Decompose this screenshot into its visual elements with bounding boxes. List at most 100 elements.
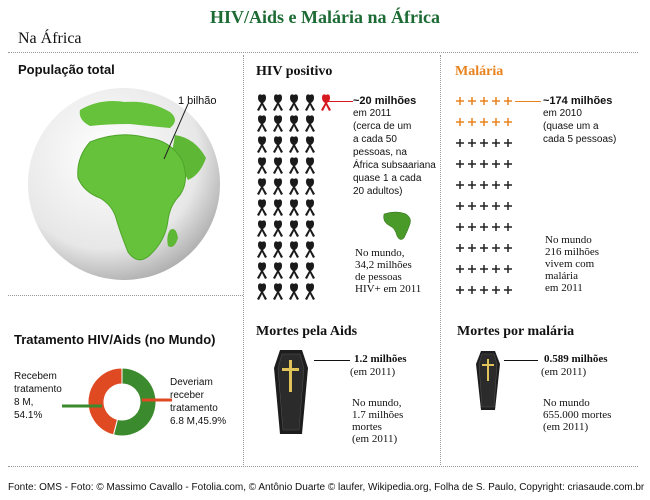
cross-icon [504, 139, 512, 147]
cross-icon [456, 202, 464, 210]
aids-deaths-line [314, 360, 350, 361]
cross-icon [504, 202, 512, 210]
header-divider [8, 52, 638, 53]
cross-icon [468, 139, 476, 147]
hiv-stat-value: ~20 milhões [353, 95, 417, 107]
ribbon-icon [273, 220, 283, 237]
ribbon-icon [257, 241, 267, 258]
africa-shape [77, 134, 186, 261]
population-heading: População total [18, 62, 115, 77]
ribbon-icon [289, 283, 299, 300]
cross-icon [504, 244, 512, 252]
ribbon-icon [257, 115, 267, 132]
ribbon-icon [289, 199, 299, 216]
cross-icon [492, 202, 500, 210]
cross-icon [504, 160, 512, 168]
ribbon-icon [273, 262, 283, 279]
cross-icon [480, 181, 488, 189]
cross-icon [468, 286, 476, 294]
cross-icon [456, 139, 464, 147]
ribbon-icon [305, 283, 315, 300]
ribbon-icon [305, 220, 315, 237]
malaria-pointer-line [515, 101, 541, 102]
cross-icon [480, 202, 488, 210]
ribbon-icon [289, 220, 299, 237]
ribbon-icon [273, 283, 283, 300]
ribbon-icon [289, 115, 299, 132]
cross-icon [480, 265, 488, 273]
malaria-world-text: No mundo 216 milhões vivem com malária e… [545, 234, 600, 294]
ribbon-icon [273, 115, 283, 132]
ribbon-icon [289, 136, 299, 153]
ribbon-icon [305, 178, 315, 195]
ribbon-icon [257, 157, 267, 174]
ribbon-icon [305, 136, 315, 153]
cross-icon [504, 286, 512, 294]
cross-icon [504, 97, 512, 105]
cross-icon [480, 223, 488, 231]
ribbon-icon [305, 94, 315, 111]
ribbon-icon [289, 94, 299, 111]
cross-icon [468, 244, 476, 252]
cross-icon [492, 160, 500, 168]
cross-icon [492, 244, 500, 252]
donut-slice-should-receive [87, 367, 123, 436]
malaria-cross-grid [456, 97, 512, 294]
coffin-icon [274, 350, 308, 434]
aids-deaths-heading: Mortes pela Aids [256, 324, 358, 339]
malaria-stat: ~174 milhões em 2010 (quase um a cada 5 … [543, 95, 617, 145]
cross-icon [456, 181, 464, 189]
cross-icon [456, 118, 464, 126]
cross-icon [456, 286, 464, 294]
malaria-deaths-line [504, 360, 538, 361]
ribbon-icon [273, 157, 283, 174]
cross-icon [480, 139, 488, 147]
arabia-shape [172, 135, 206, 180]
ribbon-icon [273, 178, 283, 195]
footer-divider [8, 466, 638, 467]
column-divider-left [243, 55, 244, 465]
globe-illustration: 1 bilhão [28, 88, 220, 280]
donut-slice-receive [112, 367, 157, 437]
cross-icon [456, 265, 464, 273]
left-section-divider [8, 295, 243, 296]
ribbon-icon [305, 199, 315, 216]
cross-icon [468, 223, 476, 231]
cross-icon [492, 181, 500, 189]
treatment-donut-chart [62, 367, 172, 437]
cross-icon [480, 97, 488, 105]
cross-icon [492, 223, 500, 231]
cross-icon [504, 265, 512, 273]
hiv-ribbon-grid [257, 94, 331, 300]
cross-icon [456, 97, 464, 105]
coffin-icon [476, 351, 500, 410]
ribbon-icon [273, 199, 283, 216]
hiv-heading: HIV positivo [256, 64, 333, 79]
cross-icon [492, 118, 500, 126]
aids-deaths-world: No mundo, 1.7 milhões mortes (em 2011) [352, 397, 404, 445]
ribbon-icon [305, 262, 315, 279]
hiv-pointer-line [327, 101, 353, 102]
ribbon-icon [273, 94, 283, 111]
malaria-deaths-heading: Mortes por malária [457, 324, 575, 339]
ribbon-icon [289, 178, 299, 195]
cross-icon [468, 202, 476, 210]
population-callout: 1 bilhão [178, 95, 217, 107]
malaria-stat-value: ~174 milhões [543, 95, 613, 107]
ribbon-icon [289, 262, 299, 279]
malaria-deaths-world: No mundo 655.000 mortes (em 2011) [543, 397, 612, 433]
cross-icon [468, 160, 476, 168]
aids-deaths-value: 1.2 milhões [354, 353, 407, 365]
column-divider-right [440, 55, 441, 465]
treatment-left-label: Recebem tratamento 8 M, 54.1% [14, 371, 62, 421]
ribbon-icon-highlighted [321, 94, 331, 111]
cross-icon [480, 286, 488, 294]
cross-icon [504, 118, 512, 126]
europe-shape [79, 101, 175, 128]
cross-icon [504, 223, 512, 231]
cross-icon [480, 118, 488, 126]
cross-icon [480, 244, 488, 252]
cross-icon [504, 181, 512, 189]
aids-deaths-year: (em 2011) [350, 366, 396, 378]
ribbon-icon [257, 199, 267, 216]
